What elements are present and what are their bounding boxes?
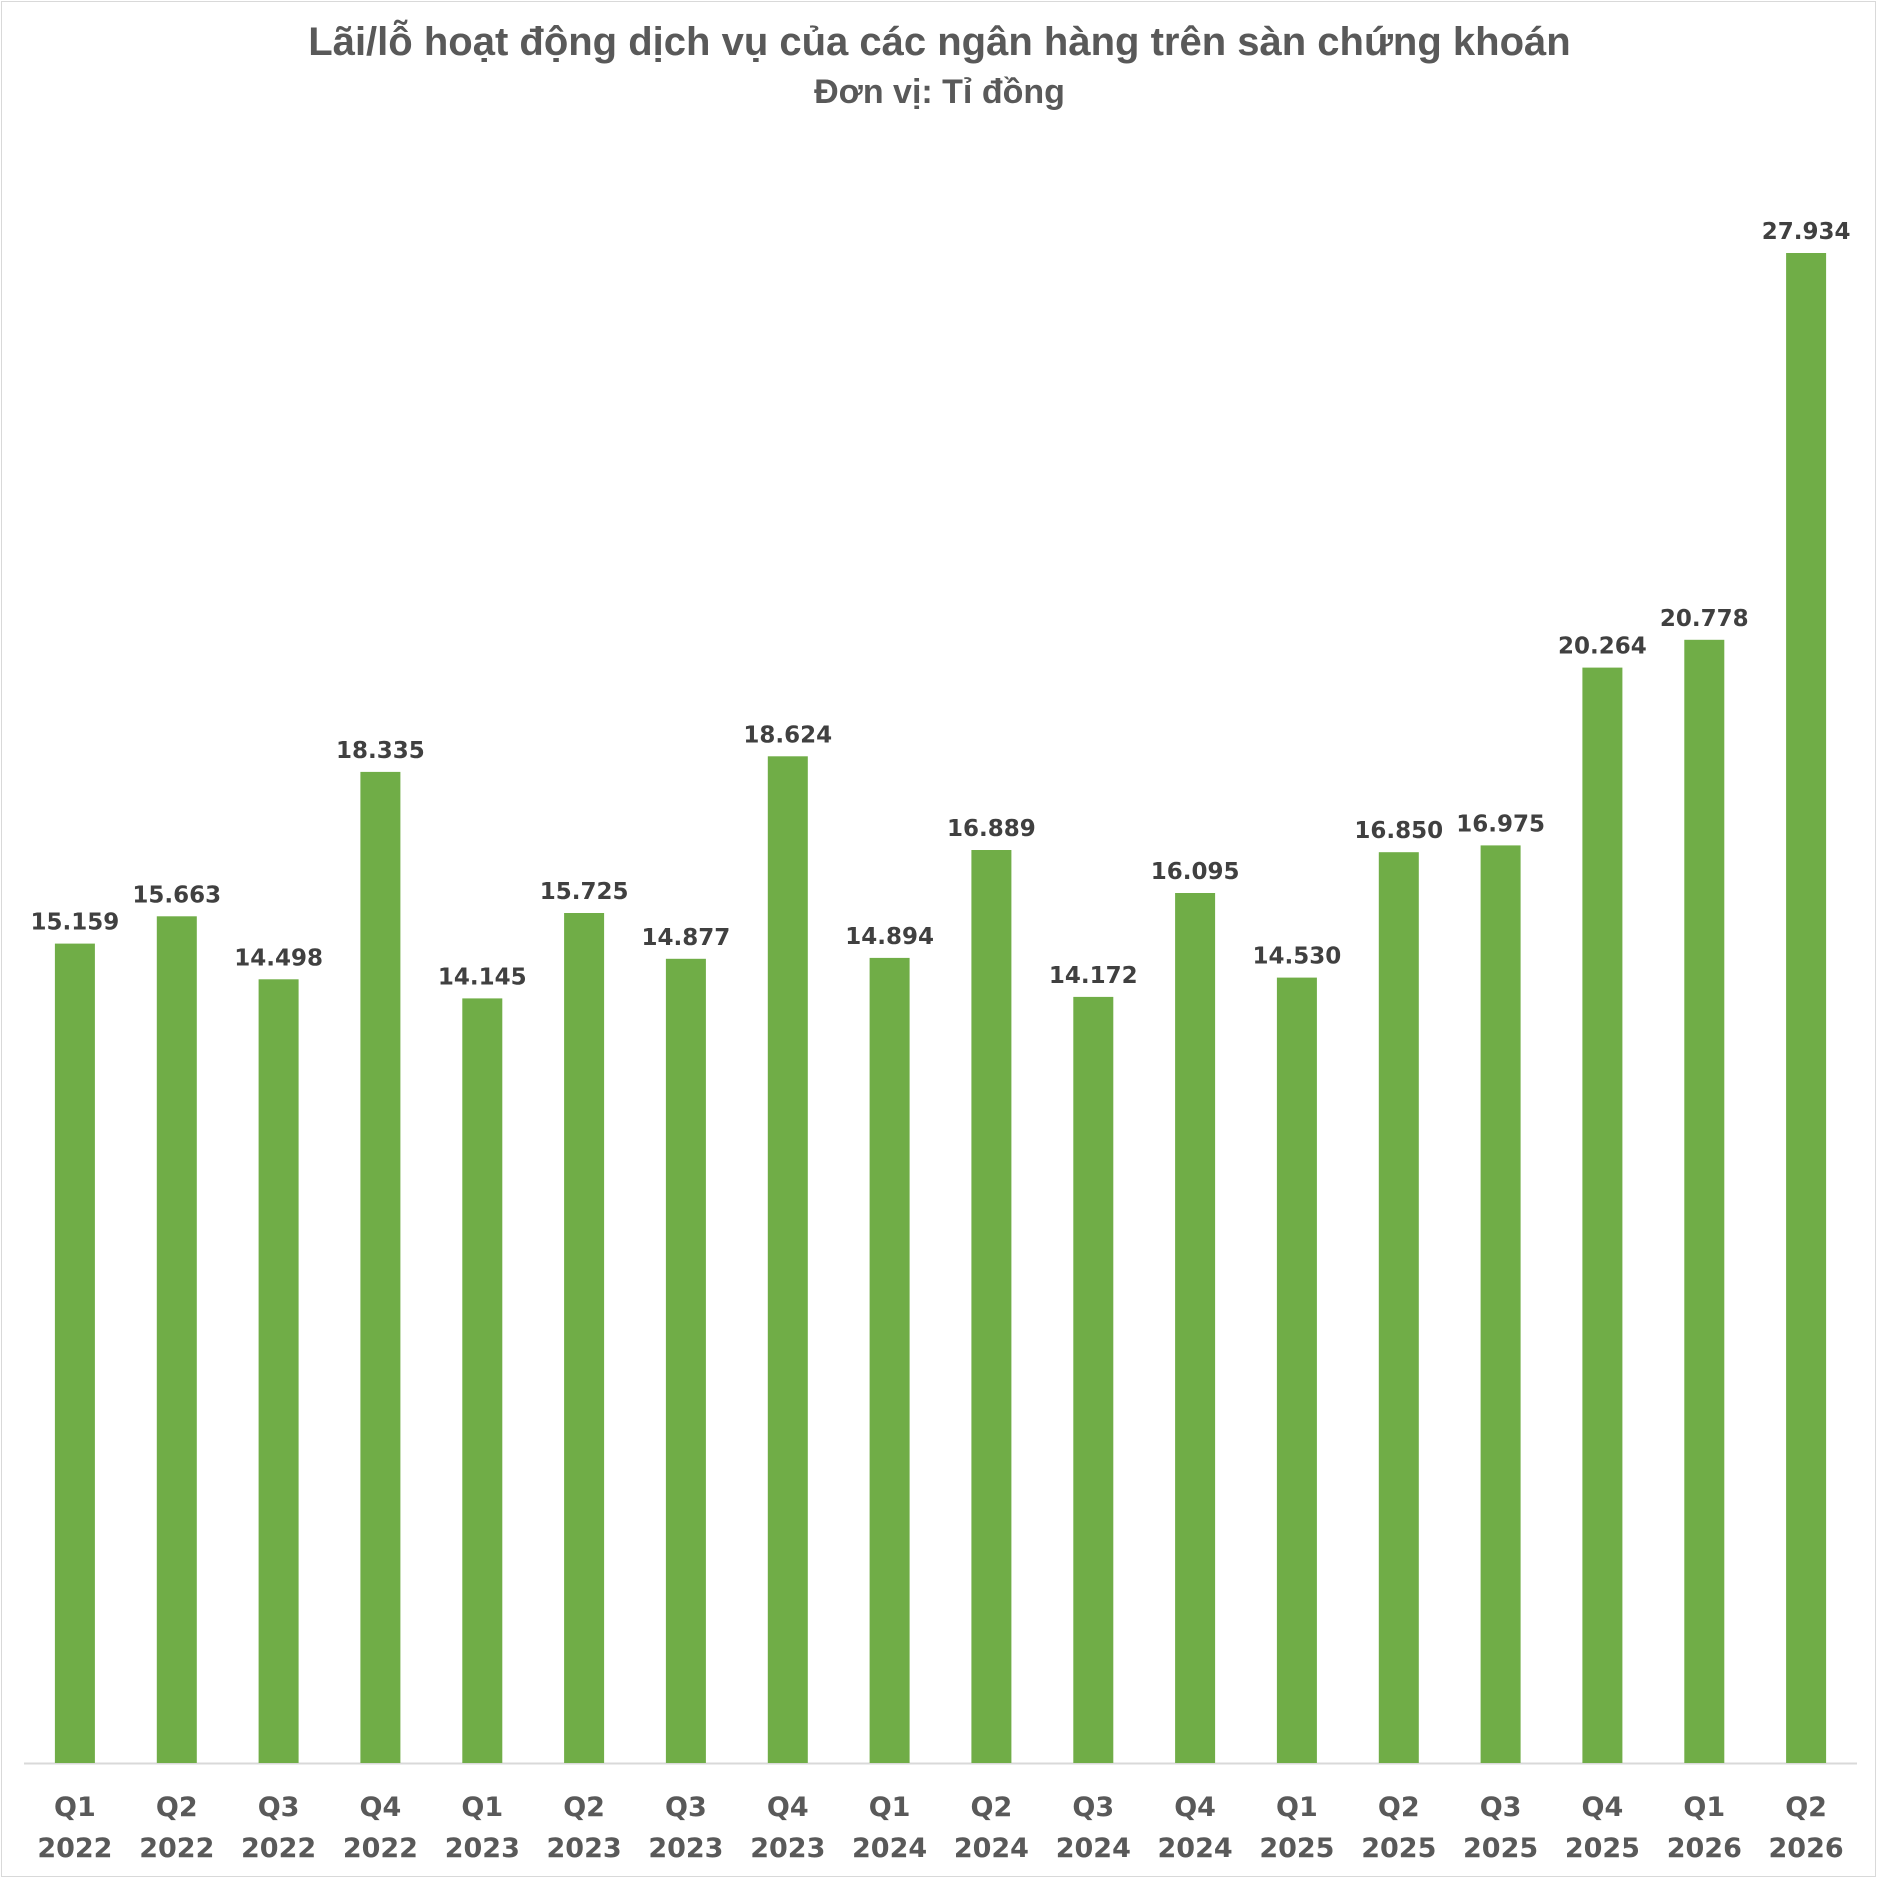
- x-tick-quarter: Q3: [1480, 1792, 1522, 1823]
- x-tick-year: 2022: [37, 1833, 112, 1864]
- data-label: 14.172: [1049, 963, 1138, 989]
- x-tick-quarter: Q3: [1072, 1792, 1114, 1823]
- x-tick-year: 2026: [1667, 1833, 1742, 1864]
- data-label: 16.889: [947, 816, 1036, 842]
- x-tick-year: 2025: [1361, 1833, 1436, 1864]
- x-tick-quarter: Q2: [1785, 1792, 1827, 1823]
- bar: [564, 913, 605, 1763]
- x-tick-year: 2023: [750, 1833, 825, 1864]
- bar: [1378, 852, 1419, 1763]
- data-label: 16.975: [1456, 811, 1545, 837]
- data-label: 27.934: [1762, 219, 1851, 245]
- x-tick-year: 2025: [1565, 1833, 1640, 1864]
- x-tick-year: 2023: [547, 1833, 622, 1864]
- data-label: 14.498: [234, 945, 323, 971]
- x-tick-quarter: Q2: [156, 1792, 198, 1823]
- data-label: 18.335: [336, 738, 425, 764]
- x-tick-quarter: Q1: [461, 1792, 503, 1823]
- data-label: 18.624: [743, 722, 832, 748]
- bar: [258, 979, 299, 1763]
- data-label: 16.850: [1354, 818, 1443, 844]
- bar: [1175, 893, 1216, 1763]
- bar: [767, 756, 808, 1763]
- x-tick-year: 2022: [343, 1833, 418, 1864]
- x-tick-quarter: Q1: [1683, 1792, 1725, 1823]
- x-tick-year: 2024: [852, 1833, 927, 1864]
- x-tick-year: 2022: [139, 1833, 214, 1864]
- data-label: 14.530: [1253, 944, 1342, 970]
- x-tick-quarter: Q1: [1276, 1792, 1318, 1823]
- x-tick-year: 2022: [241, 1833, 316, 1864]
- x-tick-quarter: Q4: [767, 1792, 809, 1823]
- data-label: 15.159: [31, 910, 120, 936]
- bar: [1073, 996, 1114, 1763]
- data-label: 14.877: [642, 925, 731, 951]
- chart-subtitle: Đơn vị: Tỉ đồng: [814, 73, 1065, 111]
- x-tick-year: 2025: [1463, 1833, 1538, 1864]
- bar: [1582, 667, 1623, 1763]
- x-tick-year: 2026: [1769, 1833, 1844, 1864]
- x-tick-quarter: Q4: [360, 1792, 402, 1823]
- x-tick-quarter: Q3: [258, 1792, 300, 1823]
- x-tick-year: 2024: [1056, 1833, 1131, 1864]
- x-tick-quarter: Q3: [665, 1792, 707, 1823]
- x-tick-year: 2025: [1259, 1833, 1334, 1864]
- data-label: 20.778: [1660, 606, 1749, 632]
- x-tick-year: 2023: [648, 1833, 723, 1864]
- bar: [869, 957, 910, 1763]
- data-label: 16.095: [1151, 859, 1240, 885]
- x-tick-quarter: Q2: [971, 1792, 1013, 1823]
- x-tick-quarter: Q1: [54, 1792, 96, 1823]
- x-tick-quarter: Q1: [869, 1792, 911, 1823]
- bar: [1480, 845, 1521, 1763]
- bar: [156, 916, 197, 1763]
- bar: [360, 771, 401, 1763]
- data-label: 14.145: [438, 964, 527, 990]
- x-tick-quarter: Q2: [563, 1792, 605, 1823]
- chart-title: Lãi/lỗ hoạt động dịch vụ của các ngân hà…: [308, 20, 1571, 64]
- x-tick-year: 2024: [954, 1833, 1029, 1864]
- data-label: 14.894: [845, 924, 934, 950]
- bar: [1276, 977, 1317, 1763]
- x-tick-year: 2024: [1158, 1833, 1233, 1864]
- x-tick-quarter: Q2: [1378, 1792, 1420, 1823]
- bar: [1786, 253, 1827, 1763]
- data-label: 15.725: [540, 879, 629, 905]
- data-label: 20.264: [1558, 634, 1647, 660]
- bar: [665, 958, 706, 1763]
- data-label: 15.663: [132, 882, 221, 908]
- x-tick-quarter: Q4: [1174, 1792, 1216, 1823]
- bar: [462, 998, 503, 1763]
- x-tick-quarter: Q4: [1582, 1792, 1624, 1823]
- x-tick-year: 2023: [445, 1833, 520, 1864]
- bar: [1684, 639, 1725, 1763]
- bar: [971, 850, 1012, 1763]
- bar: [54, 943, 95, 1763]
